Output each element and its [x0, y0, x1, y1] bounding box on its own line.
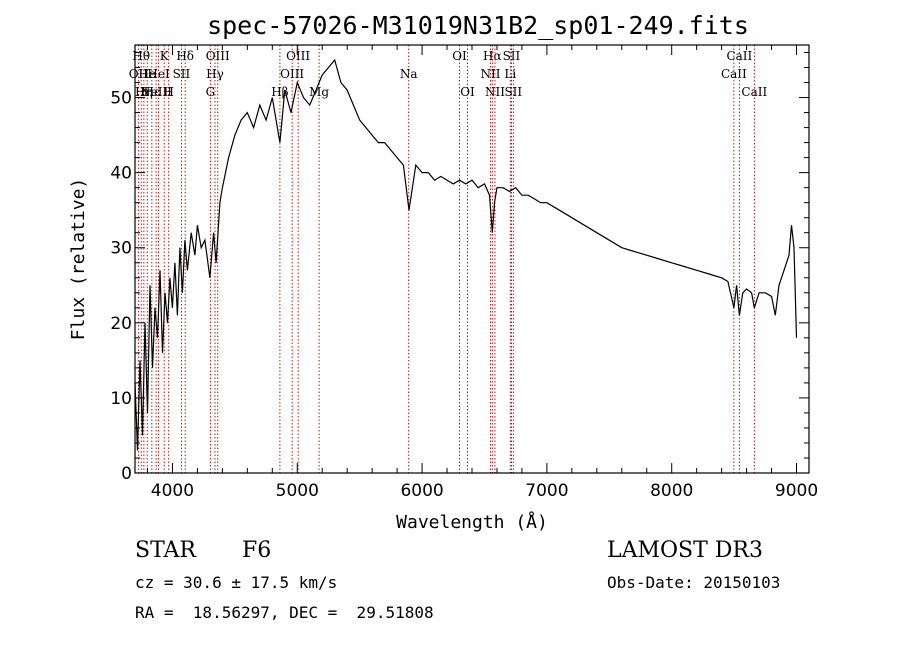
x-tick-label-0: 4000 [151, 481, 194, 501]
x-tick-label-1: 5000 [276, 481, 319, 501]
x-tick-label-2: 6000 [400, 481, 443, 501]
spectral-line-label-24: Li [504, 67, 516, 81]
spectral-line-label-19: OI [452, 49, 467, 63]
y-tick-label-0: 0 [121, 464, 132, 484]
object-class: STAR [135, 538, 196, 563]
spectral-line-label-8: H [163, 85, 173, 99]
spectral-line-label-13: OIII [206, 49, 230, 63]
spectral-line-label-27: CaII [721, 67, 747, 81]
spectral-line-label-7: K [160, 49, 170, 63]
spectral-lines-layer: OIIHθHηHeHεNeIIIHeIKHSIIHδGHγOIIIHβOIIIO… [129, 45, 767, 473]
y-tick-label-1: 10 [110, 389, 132, 409]
axis-ticks-layer: 4000 5000 6000 7000 8000 9000 0 10 20 30 40 50 [110, 45, 818, 501]
y-tick-label-5: 50 [110, 89, 132, 109]
plot-frame [134, 44, 810, 474]
chart-title: spec-57026-M31019N31B2_sp01-249.fits [207, 11, 749, 40]
spectral-line-label-2: Hη [135, 85, 153, 99]
spectral-line-label-17: Mg [309, 85, 329, 99]
redshift-cz: cz = 30.6 ± 17.5 km/s [135, 573, 338, 592]
sky-coordinates: RA = 18.56297, DEC = 29.51808 [135, 603, 434, 622]
spectral-line-label-12: Hγ [206, 67, 224, 81]
spectrum-series-line [134, 58, 798, 451]
spectral-line-label-16: OIII [286, 49, 310, 63]
spectral-line-label-20: OI [460, 85, 475, 99]
survey-release: LAMOST DR3 [607, 538, 763, 563]
y-axis-label: Flux (relative) [68, 178, 89, 341]
y-tick-label-4: 40 [110, 164, 132, 184]
spectral-line-label-10: Hδ [176, 49, 194, 63]
spectral-line-label-15: OIII [280, 67, 304, 81]
spectral-line-label-0: OII [129, 67, 149, 81]
y-tick-label-3: 30 [110, 239, 132, 259]
object-subclass: F6 [242, 538, 272, 563]
x-axis-label: Wavelength (Å) [396, 511, 548, 533]
spectral-line-label-21: NII [480, 67, 500, 81]
spectral-line-label-29: CaII [741, 85, 767, 99]
y-tick-label-2: 20 [110, 314, 132, 334]
x-tick-label-4: 8000 [650, 481, 693, 501]
spectral-line-label-9: SII [173, 67, 191, 81]
spectral-line-label-26: SII [504, 85, 522, 99]
observation-date: Obs-Date: 20150103 [607, 573, 781, 592]
spectral-line-label-23: NII [485, 85, 505, 99]
x-tick-label-5: 9000 [775, 481, 818, 501]
x-tick-label-3: 7000 [525, 481, 568, 501]
spectral-line-label-6: HeI [147, 67, 170, 81]
spectral-line-label-25: SII [503, 49, 521, 63]
spectral-line-label-22: Hα [483, 49, 502, 63]
spectral-line-label-28: CaII [726, 49, 752, 63]
spectral-line-label-18: Na [400, 67, 418, 81]
spectral-line-label-11: G [206, 85, 216, 99]
